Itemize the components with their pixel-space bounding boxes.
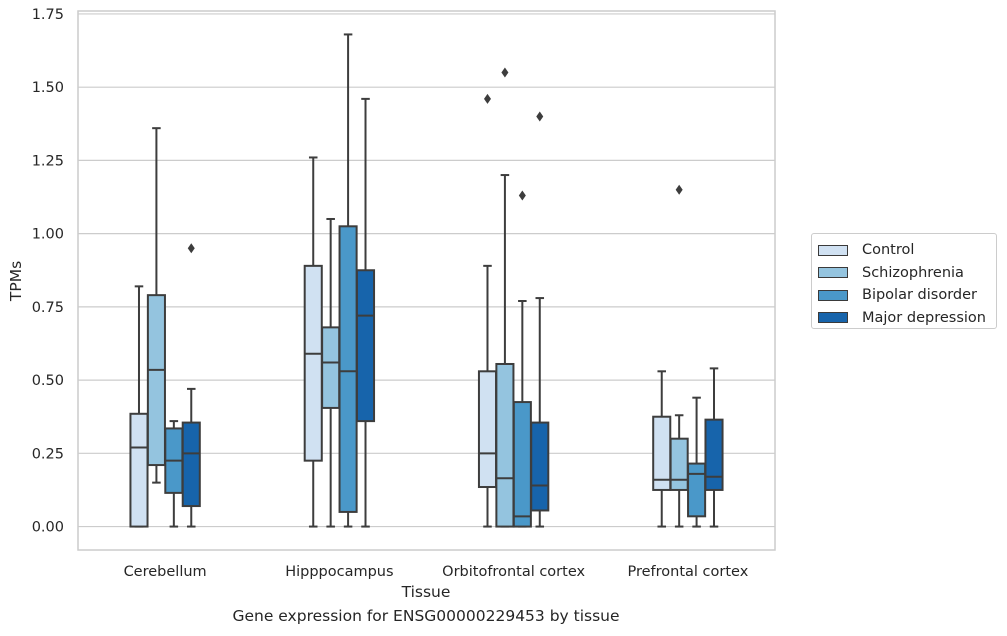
- y-tick-label: 1.75: [32, 7, 64, 23]
- outlier-point: [675, 184, 683, 195]
- box-group: [181, 243, 201, 528]
- box: [495, 362, 515, 528]
- y-tick-label: 1.50: [32, 80, 64, 96]
- box: [687, 462, 707, 518]
- x-axis-label: Tissue: [401, 583, 451, 601]
- y-tick-label: 1.25: [32, 153, 64, 169]
- legend-item: Major depression: [818, 307, 996, 330]
- box: [129, 412, 149, 528]
- x-tick-label: Cerebellum: [124, 564, 207, 580]
- box: [512, 401, 532, 528]
- x-tick-labels: Cerebellum Hipppocampus Orbitofrontal cort…: [124, 564, 749, 580]
- legend-item: Bipolar disorder: [818, 284, 996, 307]
- box-group: [477, 93, 498, 528]
- box-group: [146, 127, 166, 484]
- legend-swatch: [818, 267, 848, 279]
- legend-item: Schizophrenia: [818, 262, 996, 285]
- box-group: [355, 97, 376, 528]
- chart-caption: Gene expression for ENSG00000229453 by t…: [232, 607, 620, 625]
- box: [303, 264, 323, 462]
- legend-label: Control: [862, 242, 915, 259]
- outlier-point: [501, 67, 509, 78]
- legend-swatch: [818, 244, 848, 256]
- box-group: [512, 190, 532, 528]
- outlier-point: [483, 93, 491, 104]
- legend-item: Control: [818, 239, 996, 262]
- box: [355, 269, 376, 423]
- x-tick-label: Orbitofrontal cortex: [442, 564, 585, 580]
- legend-swatch: [818, 289, 848, 301]
- x-tick-label: Hipppocampus: [285, 564, 393, 580]
- box-group: [338, 33, 358, 528]
- outlier-point: [518, 190, 526, 201]
- box: [477, 370, 498, 489]
- y-tick-label: 0.75: [32, 300, 64, 316]
- box: [146, 294, 166, 467]
- outlier-point: [536, 111, 544, 122]
- box: [321, 326, 341, 409]
- box-group: [129, 285, 149, 528]
- box-group: [704, 367, 724, 528]
- legend: Control Schizophrenia Bipolar disorder Majo…: [811, 233, 997, 329]
- legend-swatch: [818, 312, 848, 324]
- box: [530, 421, 550, 512]
- outlier-point: [187, 243, 195, 254]
- box-group: [164, 420, 184, 528]
- box-group: [495, 67, 515, 528]
- legend-label: Bipolar disorder: [862, 287, 977, 304]
- box: [704, 418, 724, 491]
- y-tick-label: 0.00: [32, 520, 64, 536]
- boxes: [129, 33, 724, 528]
- legend-label: Schizophrenia: [862, 264, 964, 281]
- box-group: [669, 184, 689, 528]
- y-tick-label: 0.50: [32, 373, 64, 389]
- box: [338, 225, 358, 513]
- box-group: [303, 156, 323, 528]
- plot-frame: [77, 10, 776, 551]
- box-group: [652, 370, 672, 528]
- legend-label: Major depression: [862, 309, 986, 326]
- box: [669, 437, 689, 491]
- box: [181, 421, 201, 508]
- y-tick-label: 1.00: [32, 227, 64, 243]
- box-group: [530, 111, 550, 528]
- y-tick-labels: 0.00 0.25 0.50 0.75 1.00 1.25 1.50 1.75: [32, 7, 64, 536]
- y-tick-label: 0.25: [32, 446, 64, 462]
- box-group: [321, 217, 341, 528]
- x-tick-label: Prefrontal cortex: [627, 564, 748, 580]
- box-group: [687, 396, 707, 528]
- y-axis-label: TPMs: [7, 261, 25, 302]
